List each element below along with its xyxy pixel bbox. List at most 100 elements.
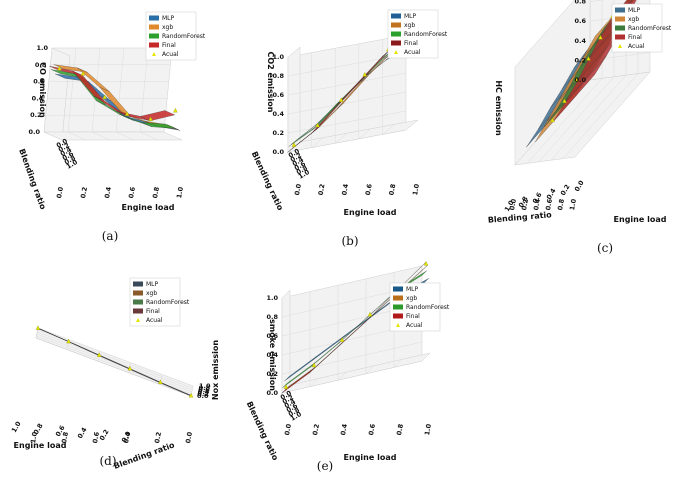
y-tick-label: 0.6 [531, 191, 544, 205]
x-tick-label: 0.6 [91, 431, 101, 444]
x-tick-label: 0.0 [283, 423, 293, 436]
floor-pane [43, 131, 183, 141]
legend-swatch [391, 22, 401, 28]
z-tick-label: 0.2 [574, 56, 586, 64]
legend-label: MLP [404, 13, 417, 20]
y-axis-label: Blending ratio [17, 148, 48, 212]
z-tick-label: 0.8 [266, 313, 278, 321]
legend-swatch [615, 34, 625, 40]
x-tick-label: 1.0 [175, 186, 185, 199]
z-tick-label: 1.0 [272, 53, 284, 61]
actual-point [586, 56, 591, 61]
legend-swatch [149, 24, 159, 30]
z-tick-label: 0.8 [199, 384, 211, 392]
y-tick-label: 0.8 [32, 422, 45, 436]
gridline [36, 335, 192, 395]
x-axis-label: Engine load [122, 203, 175, 212]
z-tick-label: 0.0 [28, 128, 40, 136]
actual-point [35, 325, 41, 330]
x-tick-label: 0.8 [395, 423, 405, 436]
x-tick-label: 0.0 [293, 183, 303, 196]
panel-caption: (e) [317, 459, 333, 473]
gridline [115, 47, 125, 133]
chart-c: 0.00.20.40.60.81.00.00.20.40.60.81.01.00… [487, 0, 672, 255]
actual-point [173, 107, 178, 113]
y-tick-label: 0.2 [98, 428, 111, 442]
actual-point [57, 65, 62, 71]
gridline [67, 131, 87, 141]
legend-label: Acual [628, 43, 645, 50]
legend-swatch [133, 299, 143, 305]
legend-label: RandomForest [628, 25, 672, 32]
gridline [281, 341, 423, 375]
legend-swatch [133, 290, 143, 296]
actual-point [315, 122, 320, 128]
actual-point [338, 97, 344, 102]
legend-label: MLP [628, 7, 641, 14]
actual-point [598, 34, 603, 40]
z-tick-label: 0.6 [198, 386, 210, 394]
legend-label: Final [162, 42, 176, 49]
z-tick-label: 0.6 [272, 91, 284, 99]
z-tick-label: 0.4 [272, 110, 284, 118]
y-axis-label: Blending ratio [113, 440, 177, 471]
gridline [287, 72, 407, 96]
z-tick-label: 0.6 [33, 78, 45, 86]
z-tick-label: 0.8 [574, 0, 586, 6]
legend-label: xgb [162, 24, 173, 31]
legend-label: RandomForest [162, 33, 206, 40]
legend: MLP xgb RandomForest Final Acual [129, 277, 190, 327]
gridline [115, 131, 135, 141]
x-tick-label: 0.0 [55, 186, 65, 199]
legend-label: xgb [628, 16, 639, 23]
actual-point [127, 365, 133, 371]
z-tick-label: 0.2 [30, 111, 42, 119]
legend-label: MLP [162, 15, 175, 22]
panel-caption: (b) [341, 234, 358, 248]
legend-swatch [615, 16, 625, 22]
actual-point [124, 111, 130, 116]
z-tick-label: 0.0 [197, 392, 209, 400]
panel-caption: (c) [597, 241, 613, 255]
z-tick-label: 0.2 [197, 390, 209, 398]
actual-point [102, 94, 107, 100]
x-tick-label: 0.6 [364, 183, 374, 196]
x-tick-label: 0.4 [339, 423, 349, 436]
gridline [589, 0, 604, 2]
actual-point [66, 338, 71, 344]
actual-point [80, 71, 86, 76]
x-tick-label: 0.2 [311, 423, 321, 436]
x-tick-label: 0.4 [122, 431, 132, 444]
legend-label: xgb [146, 290, 157, 297]
z-axis-label: Nox emission [211, 340, 220, 400]
x-tick-label: 1.0 [568, 198, 578, 211]
z-tick-label: 0.8 [35, 61, 47, 69]
y-axis-label: Blending ratio [245, 400, 280, 462]
z-tick-label: 0.0 [272, 148, 284, 156]
legend-label: Final [406, 313, 420, 320]
legend-label: Acual [406, 322, 423, 329]
legend-swatch [391, 40, 401, 46]
chart-a: 0.0 0.2 0.4 0.6 0.8 1.00.00.20.40.60.81.00.00… [17, 11, 206, 243]
legend-label: xgb [406, 295, 417, 302]
legend-marker [152, 52, 156, 56]
legend: MLP xgb RandomForest Final Acual [145, 11, 206, 61]
legend-label: Final [404, 40, 418, 47]
actual-point [158, 379, 163, 385]
gridline [67, 47, 77, 133]
legend-swatch [615, 25, 625, 31]
actual-point [562, 98, 567, 103]
z-tick-label: 0.4 [574, 37, 586, 45]
gridline [37, 331, 193, 391]
x-tick-label: 0.4 [532, 198, 542, 211]
z-tick-label: 1.0 [199, 382, 211, 390]
z-tick-label: 0.8 [272, 72, 284, 80]
actual-point [311, 362, 317, 368]
y-tick-label: 1.0 [10, 420, 23, 434]
z-tick-label: 0.6 [266, 332, 278, 340]
legend: MLP xgb RandomForest Final Acual [387, 9, 448, 59]
y-tick-label: 0.4 [76, 426, 89, 440]
actual-point [291, 142, 297, 147]
z-tick-label: 1.0 [36, 44, 48, 52]
chart-b: 0.0 0.2 0.4 0.6 0.8 1.00.00.20.40.60.81.00.00… [250, 9, 448, 248]
